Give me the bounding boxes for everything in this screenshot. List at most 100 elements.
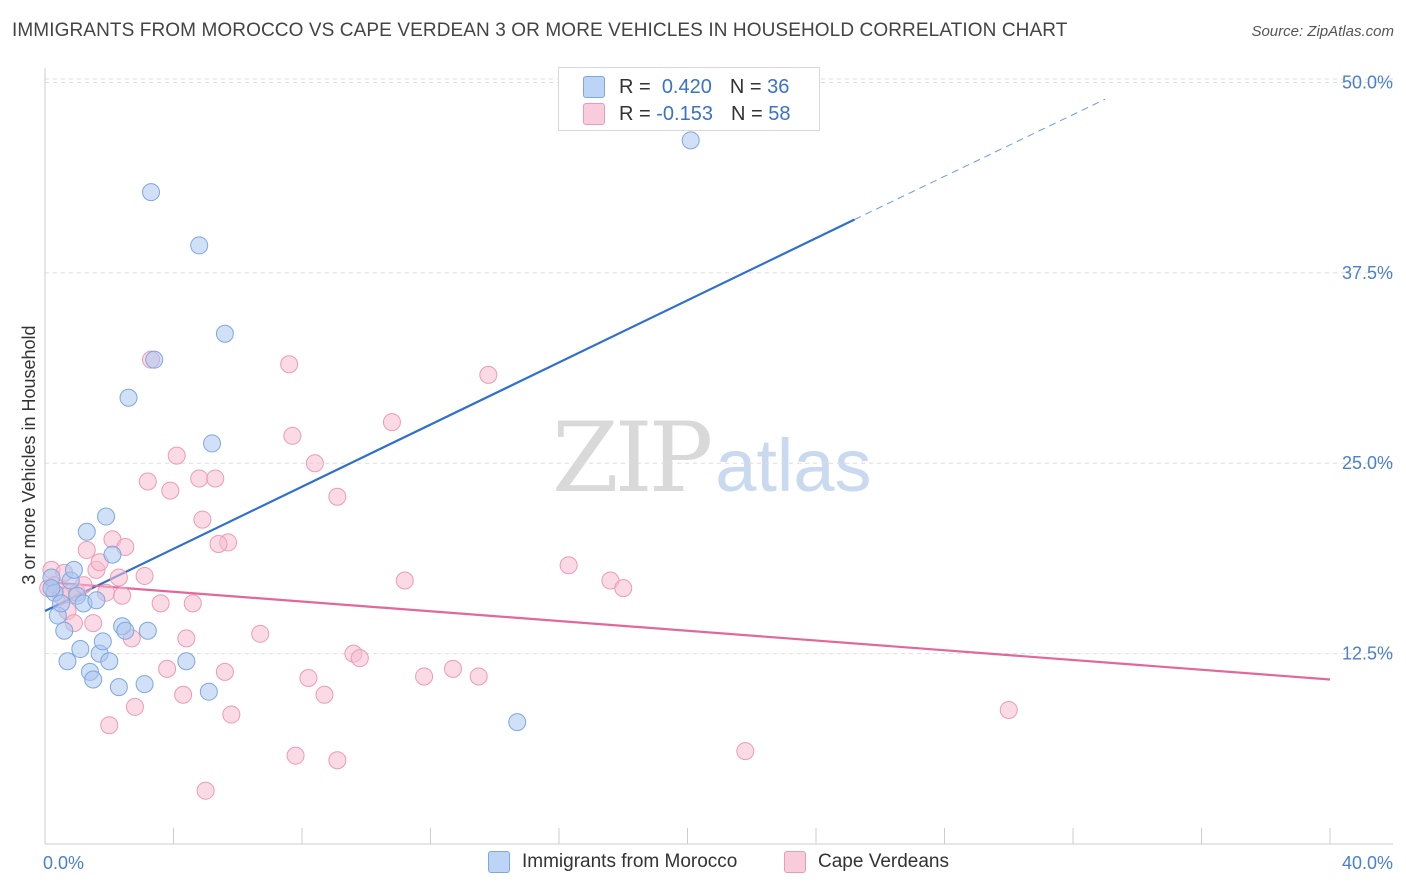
cape-verdean-point — [315, 685, 334, 704]
morocco-point — [87, 591, 106, 610]
axes — [44, 68, 1393, 845]
cape-verdean-point — [135, 566, 154, 585]
y-axis-label: 3 or more Vehicles in Household — [19, 325, 39, 584]
cape-verdean-point — [206, 469, 225, 488]
cape-verdean-point — [177, 629, 196, 648]
cape-verdean-point — [443, 659, 462, 678]
morocco-point — [681, 131, 700, 150]
cape-verdean-point — [167, 446, 186, 465]
morocco-point — [116, 621, 135, 640]
morocco-point — [119, 388, 138, 407]
legend-r-label: R = — [619, 75, 651, 98]
cape-verdean-point — [138, 472, 157, 491]
chart-title: IMMIGRANTS FROM MOROCCO VS CAPE VERDEAN … — [12, 20, 1068, 41]
cape-verdean-point — [328, 487, 347, 506]
cape-verdean-point — [158, 659, 177, 678]
source-label: Source: ZipAtlas.com — [1251, 23, 1394, 40]
morocco-point — [64, 560, 83, 579]
cape-verdean-point — [77, 541, 96, 560]
morocco-point — [97, 507, 116, 526]
legend-row-morocco: R = 0.420 N = 36 — [583, 74, 789, 100]
cape-verdean-point — [84, 614, 103, 633]
morocco-point — [190, 236, 209, 255]
legend-n-label: N = — [729, 75, 762, 98]
y-tick-label: 12.5% — [1342, 644, 1393, 664]
morocco-point — [138, 621, 157, 640]
legend-n-label: N = — [730, 102, 763, 125]
morocco-point — [103, 545, 122, 564]
cape-verdean-point — [125, 697, 144, 716]
cape-verdean-point — [469, 667, 488, 686]
cape-verdean-point — [215, 662, 234, 681]
y-tick-label: 50.0% — [1342, 72, 1393, 92]
morocco-point — [109, 678, 128, 697]
legend-swatch-blue — [488, 851, 510, 873]
morocco-point — [55, 621, 74, 640]
morocco-point — [135, 675, 154, 694]
x-tick-label-max: 40.0% — [1342, 853, 1393, 873]
legend-item-label: Immigrants from Morocco — [522, 851, 738, 872]
cape-verdean-point — [382, 413, 401, 432]
legend-swatch-pink — [583, 103, 605, 125]
cape-verdean-point — [251, 624, 270, 643]
morocco-point — [142, 183, 161, 202]
morocco-points — [42, 131, 700, 732]
cape-verdean-point — [280, 355, 299, 374]
legend-n-value: 58 — [768, 102, 791, 125]
cape-verdean-points — [39, 350, 1018, 800]
cape-verdean-point — [559, 556, 578, 575]
x-tick-label-min: 0.0% — [43, 853, 84, 873]
legend-item-morocco[interactable]: Immigrants from Morocco — [488, 851, 737, 873]
morocco-point — [93, 632, 112, 651]
series-legend: Immigrants from Morocco Cape Verdeans — [0, 851, 1406, 879]
y-tick-label: 37.5% — [1342, 263, 1393, 283]
cape-verdean-point — [283, 426, 302, 445]
grid-lines — [45, 78, 1393, 655]
legend-row-cape-verdean: R = -0.153 N = 58 — [583, 101, 790, 127]
cape-verdean-point — [395, 571, 414, 590]
cape-verdean-point — [305, 454, 324, 473]
cape-verdean-point — [113, 586, 132, 605]
legend-item-cape-verdeans[interactable]: Cape Verdeans — [784, 851, 949, 873]
legend-swatch-pink — [784, 851, 806, 873]
cape-verdean-point — [109, 568, 128, 587]
cape-verdean-point — [190, 469, 209, 488]
cape-verdean-point — [151, 594, 170, 613]
legend-swatch-blue — [583, 76, 605, 98]
morocco-point — [42, 579, 61, 598]
morocco-point — [71, 640, 90, 659]
morocco-point — [203, 434, 222, 453]
morocco-point — [199, 682, 218, 701]
cape-verdean-point — [479, 365, 498, 384]
morocco-point — [177, 652, 196, 671]
cape-verdean-point — [286, 746, 305, 765]
legend-r-value: -0.153 — [656, 102, 713, 125]
cape-verdean-point — [100, 716, 119, 735]
legend-r-value: 0.420 — [661, 75, 712, 98]
cape-verdean-point — [999, 700, 1018, 719]
cape-verdean-point — [328, 751, 347, 770]
morocco-point — [58, 652, 77, 671]
cape-verdean-point — [209, 534, 228, 553]
morocco-point — [100, 652, 119, 671]
cape-verdean-point — [196, 781, 215, 800]
cape-verdean-point — [161, 481, 180, 500]
cape-verdean-point — [222, 705, 241, 724]
cape-verdean-point — [299, 668, 318, 687]
legend-r-label: R = — [619, 102, 651, 125]
cape-verdean-point — [415, 667, 434, 686]
morocco-point — [84, 670, 103, 689]
cape-verdean-point — [183, 594, 202, 613]
cape-verdean-point — [174, 685, 193, 704]
cape-verdean-point — [736, 742, 755, 761]
morocco-trend-line — [44, 218, 856, 612]
y-tick-labels: 12.5% 25.0% 37.5% 50.0% — [1342, 72, 1393, 663]
cape-verdean-trend-line — [44, 580, 1331, 681]
morocco-point — [52, 594, 71, 613]
watermark-atlas: atlas — [715, 424, 872, 507]
legend-item-label: Cape Verdeans — [818, 851, 949, 872]
morocco-point — [77, 522, 96, 541]
morocco-point — [145, 350, 164, 369]
trend-lines — [44, 98, 1331, 681]
